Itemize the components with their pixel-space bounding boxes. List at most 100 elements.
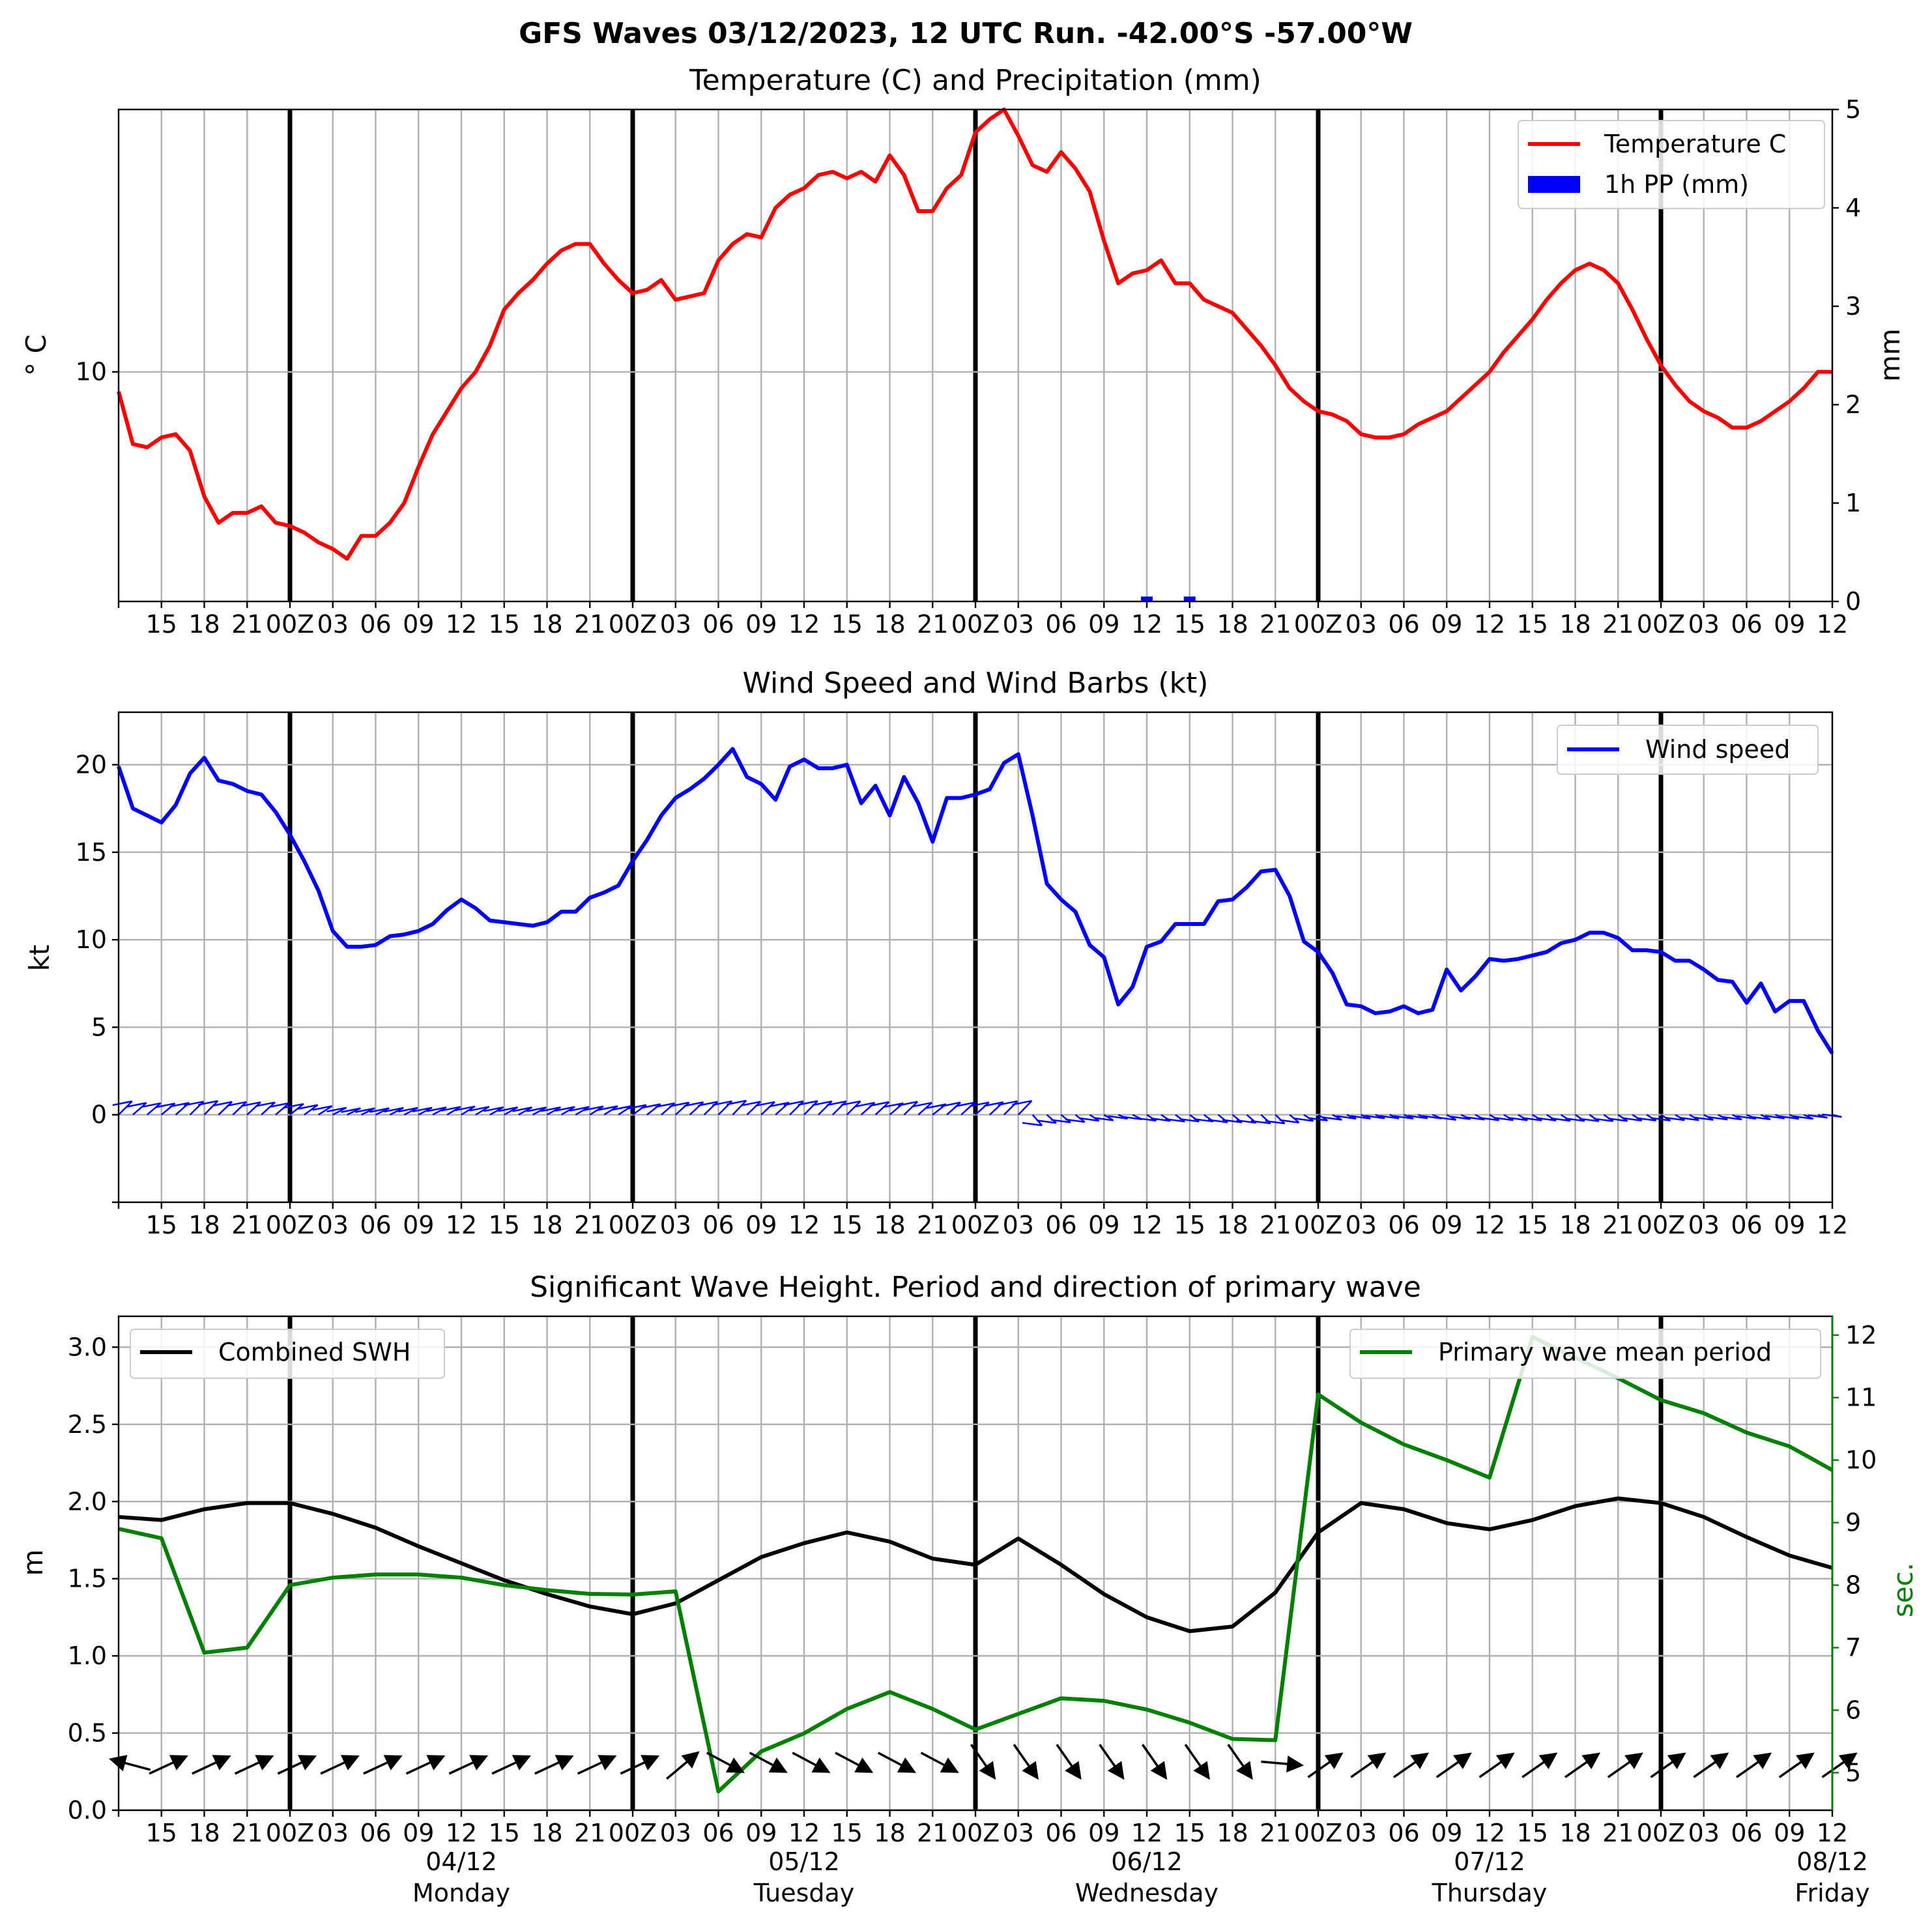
temperature-x-ticks: 15 18 21 00Z 03 06 09 12 15 18 21 00Z 03 06 09 12 15 18 21… <box>117 601 1848 639</box>
x-tick-label: 18 <box>1559 1819 1591 1847</box>
wave-grid <box>119 1316 1834 1812</box>
weekday-label: Friday <box>1795 1879 1869 1907</box>
x-tick-label: 06 <box>360 1211 391 1239</box>
y-tick-label: 2.0 <box>68 1487 107 1516</box>
y-tick-label: 0.0 <box>68 1796 107 1825</box>
wind-barb <box>897 1101 919 1116</box>
date-label: 06/12 <box>1111 1847 1183 1876</box>
y-right-tick-label: 3 <box>1845 292 1861 321</box>
y-right-tick-label: 6 <box>1845 1696 1861 1724</box>
wind-barb <box>869 1101 890 1116</box>
wind-barb <box>1350 1114 1371 1119</box>
wind-barb <box>1322 1114 1342 1121</box>
x-tick-label: 06 <box>1731 1819 1762 1847</box>
wave-direction-arrow <box>1650 1752 1686 1778</box>
x-tick-label: 03 <box>1346 1819 1377 1847</box>
wind-barb <box>198 1100 219 1116</box>
x-tick-label: 21 <box>574 1211 605 1239</box>
x-tick-label: 12 <box>1817 1211 1848 1239</box>
wind-barb <box>912 1101 932 1116</box>
wind-barb <box>1750 1114 1771 1121</box>
wind-barb <box>298 1104 319 1116</box>
wind-barb <box>598 1105 618 1116</box>
legend-label-temperature: Temperature C <box>1604 130 1786 158</box>
wave-direction-arrow <box>320 1755 360 1775</box>
x-tick-label: 06 <box>1388 610 1419 639</box>
wind-y-ticks: 0 5 10 15 20 <box>76 751 119 1204</box>
wave-direction-arrow <box>1184 1744 1210 1780</box>
wind-barb <box>740 1101 762 1116</box>
x-tick-label: 12 <box>1131 610 1162 639</box>
x-tick-label: 15 <box>1174 1211 1205 1239</box>
y-right-tick-label: 7 <box>1845 1634 1861 1662</box>
wind-barb <box>555 1106 575 1116</box>
wave-direction-arrow <box>1564 1752 1601 1778</box>
temperature-panel: Temperature (C) and Precipitation (mm) 1… <box>20 64 1906 639</box>
x-tick-label: 12 <box>1817 1819 1848 1847</box>
x-tick-label: 15 <box>1517 1819 1548 1847</box>
x-tick-label: 18 <box>188 1211 220 1239</box>
x-tick-label: 21 <box>917 610 948 639</box>
wave-direction-arrow <box>749 1752 788 1773</box>
weekday-label: Monday <box>412 1879 510 1907</box>
wind-barb <box>755 1101 775 1116</box>
x-tick-label: 06 <box>702 610 734 639</box>
wind-barb <box>940 1101 961 1116</box>
x-tick-label: 03 <box>1003 1211 1034 1239</box>
wind-barb <box>841 1100 861 1116</box>
legend-label-wind: Wind speed <box>1645 735 1790 764</box>
wind-barb <box>612 1105 633 1116</box>
wave-direction-arrow <box>1435 1752 1472 1778</box>
wind-barb <box>1036 1114 1057 1124</box>
x-tick-label: 00Z <box>266 1819 314 1847</box>
wind-barb <box>1050 1114 1071 1123</box>
wave-direction-arrow <box>405 1755 446 1775</box>
wave-direction-arrow <box>577 1755 617 1775</box>
y-tick-label: 3.0 <box>68 1333 107 1361</box>
x-tick-label: 09 <box>1088 610 1119 639</box>
x-tick-label: 15 <box>1517 1211 1548 1239</box>
x-tick-label: 06 <box>360 1819 391 1847</box>
wind-x-ticks: 15 18 21 00Z 03 06 09 12 15 18 21 00Z 03 06 09 12 15 18 21… <box>117 1202 1848 1239</box>
x-tick-label: 18 <box>188 610 220 639</box>
wind-barb <box>512 1106 533 1116</box>
temperature-y-label: ° C <box>20 334 52 376</box>
x-tick-label: 06 <box>360 610 391 639</box>
wind-barb <box>240 1101 261 1116</box>
x-tick-label: 03 <box>660 1819 691 1847</box>
wind-barb <box>812 1100 833 1116</box>
wind-barb <box>626 1104 647 1116</box>
x-tick-label: 03 <box>317 1819 349 1847</box>
wind-barb <box>269 1102 290 1116</box>
x-tick-label: 12 <box>788 1211 820 1239</box>
x-tick-label: 18 <box>1217 1211 1248 1239</box>
wave-direction-arrow <box>1521 1752 1558 1778</box>
wave-direction-arrow <box>666 1751 700 1780</box>
x-tick-label: 00Z <box>951 1211 1000 1239</box>
wave-direction-arrow <box>1013 1744 1039 1780</box>
wind-barb <box>826 1100 847 1116</box>
wind-barb <box>426 1106 447 1116</box>
wind-barb <box>312 1105 333 1116</box>
y-right-tick-label: 8 <box>1845 1571 1861 1600</box>
weekday-label: Tuesday <box>753 1879 855 1907</box>
legend-swatch-precip <box>1528 176 1580 193</box>
x-tick-label: 09 <box>403 1819 434 1847</box>
precip-y-label: mm <box>1874 328 1906 382</box>
temperature-data <box>117 108 1832 601</box>
wind-barb <box>526 1106 547 1116</box>
x-tick-label: 09 <box>1431 610 1462 639</box>
wave-direction-arrow <box>1821 1752 1858 1778</box>
x-tick-label: 00Z <box>609 1819 657 1847</box>
wave-direction-arrow <box>792 1752 831 1773</box>
wave-direction-arrow <box>1778 1752 1815 1778</box>
x-tick-label: 21 <box>231 610 263 639</box>
y-right-tick-label: 11 <box>1845 1383 1877 1412</box>
period-legend: Primary wave mean period <box>1349 1329 1821 1379</box>
x-tick-label: 15 <box>831 610 863 639</box>
wind-barb <box>412 1106 433 1116</box>
x-tick-label: 18 <box>874 1819 905 1847</box>
wave-direction-arrow <box>109 1755 151 1772</box>
wave-direction-arrow <box>149 1755 188 1775</box>
x-tick-label: 12 <box>1131 1211 1162 1239</box>
